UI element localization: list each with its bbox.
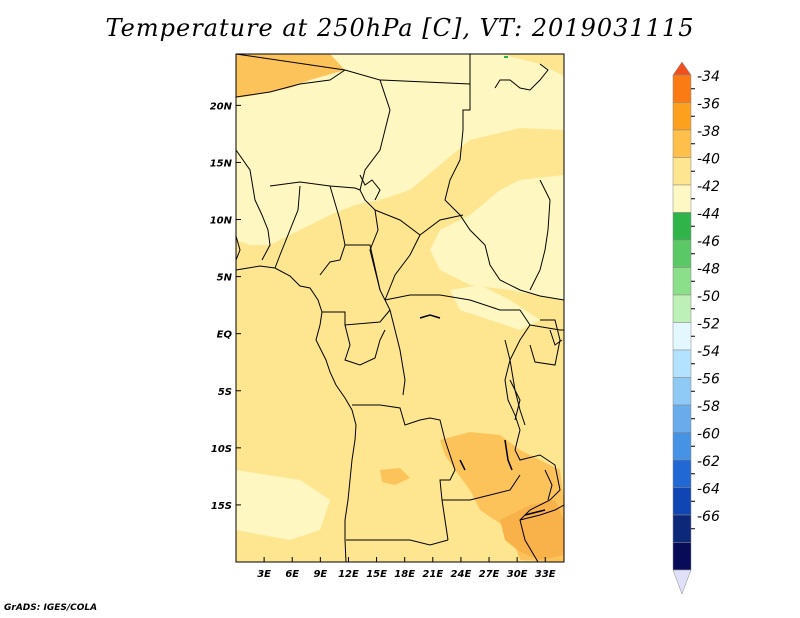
lon-tick-label: 21E: [422, 569, 443, 580]
temp-shade-38: [380, 468, 410, 485]
colorbar-label: -62: [697, 454, 720, 470]
colorbar: -34 -36 -38 -40 -42 -44 -46 -48 -50 -52 -54 -56 -58 -…: [672, 61, 720, 595]
lon-axis: 3E 6E 9E 12E 15E 18E 21E 24E 27E 30E 33E: [257, 557, 556, 580]
colorbar-segment: [672, 129, 692, 158]
lat-tick-label: EQ: [217, 330, 233, 341]
lon-tick-label: 18E: [394, 569, 415, 580]
colorbar-label: -50: [697, 289, 720, 305]
lon-tick-label: 15E: [366, 569, 387, 580]
grads-credit: GrADS: IGES/COLA: [4, 603, 98, 613]
colorbar-label: -52: [697, 316, 720, 332]
colorbar-label: -64: [697, 481, 720, 497]
colorbar-label: -34: [697, 69, 720, 85]
colorbar-segment: [672, 184, 692, 213]
colorbar-segment: [672, 404, 692, 433]
lat-tick-label: 20N: [210, 101, 233, 112]
temp-shade-42: [236, 54, 564, 300]
colorbar-segment: [672, 102, 692, 131]
colorbar-segment: [672, 322, 692, 351]
temp-shade-42: [450, 285, 540, 330]
colorbar-segment: [672, 377, 692, 406]
colorbar-label: -36: [697, 96, 720, 112]
colorbar-segment: [672, 294, 692, 323]
colorbar-label: -46: [697, 234, 720, 250]
colorbar-segment: [672, 487, 692, 516]
colorbar-label: -40: [697, 151, 720, 167]
colorbar-segment: [672, 239, 692, 268]
lat-axis: 20N 15N 10N 5N EQ 5S 10S 15S: [210, 101, 241, 512]
map-frame: [235, 53, 565, 563]
temp-shade-38: [500, 500, 564, 560]
lon-tick-label: 9E: [313, 569, 327, 580]
lat-tick-label: 10S: [211, 444, 232, 455]
lon-tick-label: 30E: [507, 569, 528, 580]
colorbar-label: -66: [697, 509, 720, 525]
lat-tick-label: 5N: [217, 273, 233, 284]
temp-shade-44: [504, 56, 508, 58]
colorbar-segment: [672, 542, 692, 571]
colorbar-top-triangle: [672, 61, 692, 76]
temp-shade-38: [236, 54, 345, 98]
lon-tick-label: 6E: [285, 569, 299, 580]
colorbar-label: -38: [697, 124, 720, 140]
colorbar-segment: [672, 432, 692, 461]
lon-tick-label: 12E: [338, 569, 359, 580]
colorbar-label: -56: [697, 371, 720, 387]
colorbar-label: -58: [697, 399, 720, 415]
colorbar-segment: [672, 514, 692, 543]
lat-tick-label: 15S: [211, 501, 232, 512]
colorbar-segment: [672, 74, 692, 103]
lon-tick-label: 3E: [257, 569, 271, 580]
lon-tick-label: 27E: [479, 569, 500, 580]
lon-tick-label: 33E: [535, 569, 556, 580]
colorbar-label: -54: [697, 344, 720, 360]
lon-tick-label: 24E: [451, 569, 472, 580]
temp-shade-42: [236, 470, 330, 540]
lat-tick-label: 10N: [210, 216, 233, 227]
lat-tick-label: 15N: [210, 158, 233, 169]
lat-tick-label: 5S: [218, 387, 232, 398]
lakes: [419, 314, 546, 516]
colorbar-segment: [672, 349, 692, 378]
colorbar-bottom-triangle: [672, 569, 692, 595]
country-borders: [235, 53, 565, 563]
colorbar-label: -60: [697, 426, 720, 442]
colorbar-label: -42: [697, 179, 720, 195]
colorbar-segment: [672, 157, 692, 186]
colorbar-label: -44: [697, 206, 720, 222]
colorbar-segment: [672, 459, 692, 488]
colorbar-segment: [672, 212, 692, 241]
chart-title: Temperature at 250hPa [C], VT: 201903111…: [105, 14, 695, 42]
colorbar-segment: [672, 267, 692, 296]
colorbar-label: -48: [697, 261, 720, 277]
map-panel: [235, 53, 565, 563]
